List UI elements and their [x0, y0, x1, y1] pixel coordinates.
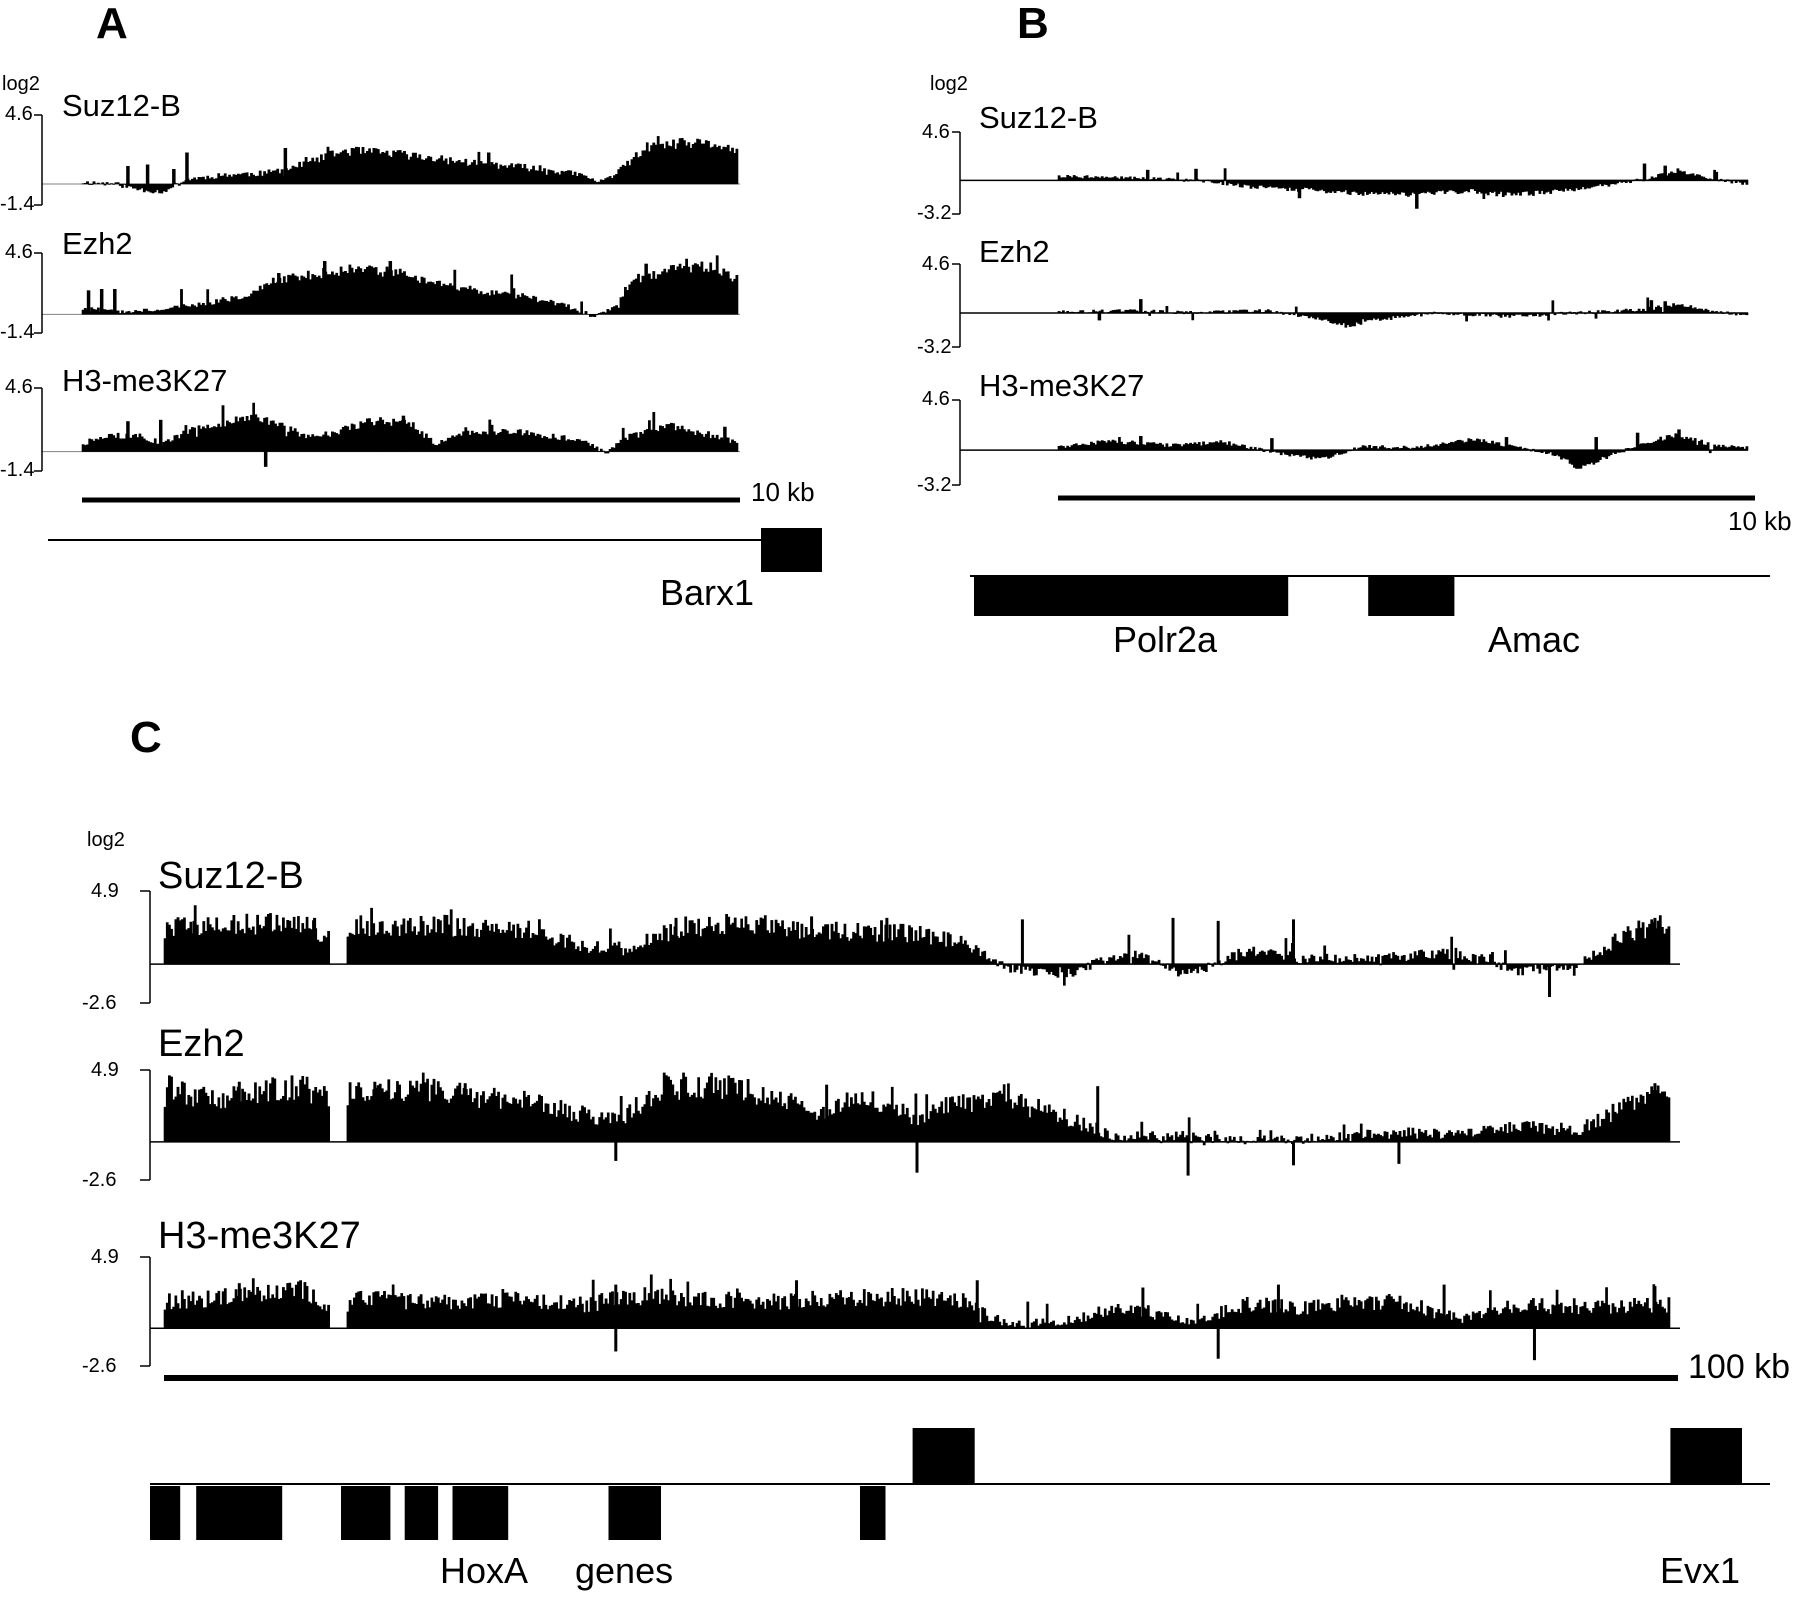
signal-bars — [81, 402, 739, 454]
panel-b-track-suz12-name: Suz12-B — [979, 100, 1098, 135]
panel-a-track-suz12-ymin: -1.4 — [0, 193, 34, 215]
panel-a-scale-label: 10 kb — [751, 477, 815, 507]
signal-bars — [163, 905, 1671, 986]
panel-label-c: C — [130, 713, 162, 762]
panel-a-track-ezh2-name: Ezh2 — [62, 226, 133, 261]
panel-c-gene-label-genes: genes — [575, 1550, 673, 1591]
panel-c-track-h3k27-ymax: 4.9 — [91, 1246, 119, 1268]
panel-c-track-h3k27-name: H3-me3K27 — [158, 1215, 361, 1257]
panel-a-track-h3k27-ymin: -1.4 — [0, 459, 34, 481]
panel-b-gene-label-amac: Amac — [1488, 619, 1580, 660]
gene-block — [150, 1486, 181, 1540]
panel-b-track-h3k27: 4.6 -3.2 H3-me3K27 — [917, 368, 1749, 496]
panel-b-track-ezh2-ymin: -3.2 — [917, 336, 951, 358]
panel-c-track-h3k27-ymin: -2.6 — [82, 1355, 116, 1377]
panel-label-b: B — [1017, 0, 1049, 48]
panel-a-track-suz12: 4.6 -1.4 Suz12-B — [0, 88, 740, 215]
panel-b-track-h3k27-name: H3-me3K27 — [979, 368, 1144, 403]
gene-block — [912, 1428, 975, 1484]
panel-c-gene-track — [150, 1428, 1770, 1540]
panel-b-track-h3k27-ymax: 4.6 — [922, 388, 950, 410]
panel-b-track-h3k27-ymin: -3.2 — [917, 474, 951, 496]
panel-a-gene-track — [48, 528, 822, 572]
panel-a-track-ezh2-ymin: -1.4 — [0, 321, 34, 343]
signal-bars — [163, 1274, 1671, 1329]
panel-a-track-h3k27-name: H3-me3K27 — [62, 363, 227, 398]
panel-a-track-suz12-name: Suz12-B — [62, 88, 181, 123]
panel-c-track-h3k27: 4.9 -2.6 H3-me3K27 — [82, 1215, 1680, 1377]
panel-c-track-suz12-name: Suz12-B — [158, 855, 304, 897]
gene-block — [196, 1486, 283, 1540]
panel-c-gene-label-hoxa: HoxA — [440, 1550, 528, 1591]
gene-block — [341, 1486, 391, 1540]
gene-block — [860, 1486, 886, 1540]
panel-b-gene-label-polr2a: Polr2a — [1113, 619, 1218, 660]
panel-c-unit-label: log2 — [87, 829, 125, 851]
signal-bars — [1057, 168, 1749, 199]
panel-b-track-ezh2-name: Ezh2 — [979, 234, 1050, 269]
panel-a-track-ezh2: 4.6 -1.4 Ezh2 — [0, 226, 740, 343]
signal-bars — [81, 136, 739, 194]
panel-b-track-ezh2-ymax: 4.6 — [922, 253, 950, 275]
panel-a-gene-label-barx1: Barx1 — [660, 572, 754, 613]
gene-block — [1368, 575, 1455, 616]
gene-block — [974, 575, 1289, 616]
signal-bars — [1057, 297, 1749, 328]
panel-a-track-h3k27: 4.6 -1.4 H3-me3K27 — [0, 363, 740, 481]
panel-a: log2 4.6 -1.4 Suz12-B 4.6 -1.4 Ezh2 4.6 … — [0, 73, 822, 613]
panel-a-track-h3k27-ymax: 4.6 — [5, 376, 33, 398]
panel-b-gene-track — [970, 575, 1770, 616]
panel-a-track-ezh2-ymax: 4.6 — [5, 241, 33, 263]
panel-label-a: A — [96, 0, 128, 48]
panel-b: log2 4.6 -3.2 Suz12-B 4.6 -3.2 Ezh2 4.6 … — [917, 73, 1792, 660]
panel-b-track-suz12-ymin: -3.2 — [917, 202, 951, 224]
panel-c-track-suz12-ymax: 4.9 — [91, 880, 119, 902]
panel-c-track-ezh2-ymin: -2.6 — [82, 1169, 116, 1191]
panel-a-unit-label: log2 — [2, 73, 40, 95]
panel-b-track-ezh2: 4.6 -3.2 Ezh2 — [917, 234, 1749, 358]
signal-bars — [1057, 433, 1749, 469]
panel-b-scale-label: 10 kb — [1728, 506, 1792, 536]
panel-c-track-ezh2-name: Ezh2 — [158, 1023, 245, 1065]
panel-c-track-ezh2-ymax: 4.9 — [91, 1059, 119, 1081]
gene-block — [452, 1486, 509, 1540]
signal-bars — [81, 255, 739, 317]
gene-block — [1670, 1428, 1742, 1484]
panel-c-track-suz12: 4.9 -2.6 Suz12-B — [82, 855, 1680, 1014]
panel-b-unit-label: log2 — [930, 73, 968, 95]
gene-block — [761, 528, 822, 572]
signal-bars — [163, 1072, 1671, 1146]
gene-block — [608, 1486, 661, 1540]
panel-b-track-suz12: 4.6 -3.2 Suz12-B — [917, 100, 1749, 224]
panel-c-track-suz12-ymin: -2.6 — [82, 992, 116, 1014]
panel-c-scale-label: 100 kb — [1688, 1348, 1790, 1386]
panel-b-track-suz12-ymax: 4.6 — [922, 121, 950, 143]
panel-a-track-suz12-ymax: 4.6 — [5, 103, 33, 125]
panel-c: log2 4.9 -2.6 Suz12-B 4.9 -2.6 Ezh2 4.9 … — [82, 829, 1790, 1591]
panel-c-gene-label-evx1: Evx1 — [1660, 1550, 1740, 1591]
gene-block — [404, 1486, 439, 1540]
panel-c-track-ezh2: 4.9 -2.6 Ezh2 — [82, 1023, 1680, 1191]
